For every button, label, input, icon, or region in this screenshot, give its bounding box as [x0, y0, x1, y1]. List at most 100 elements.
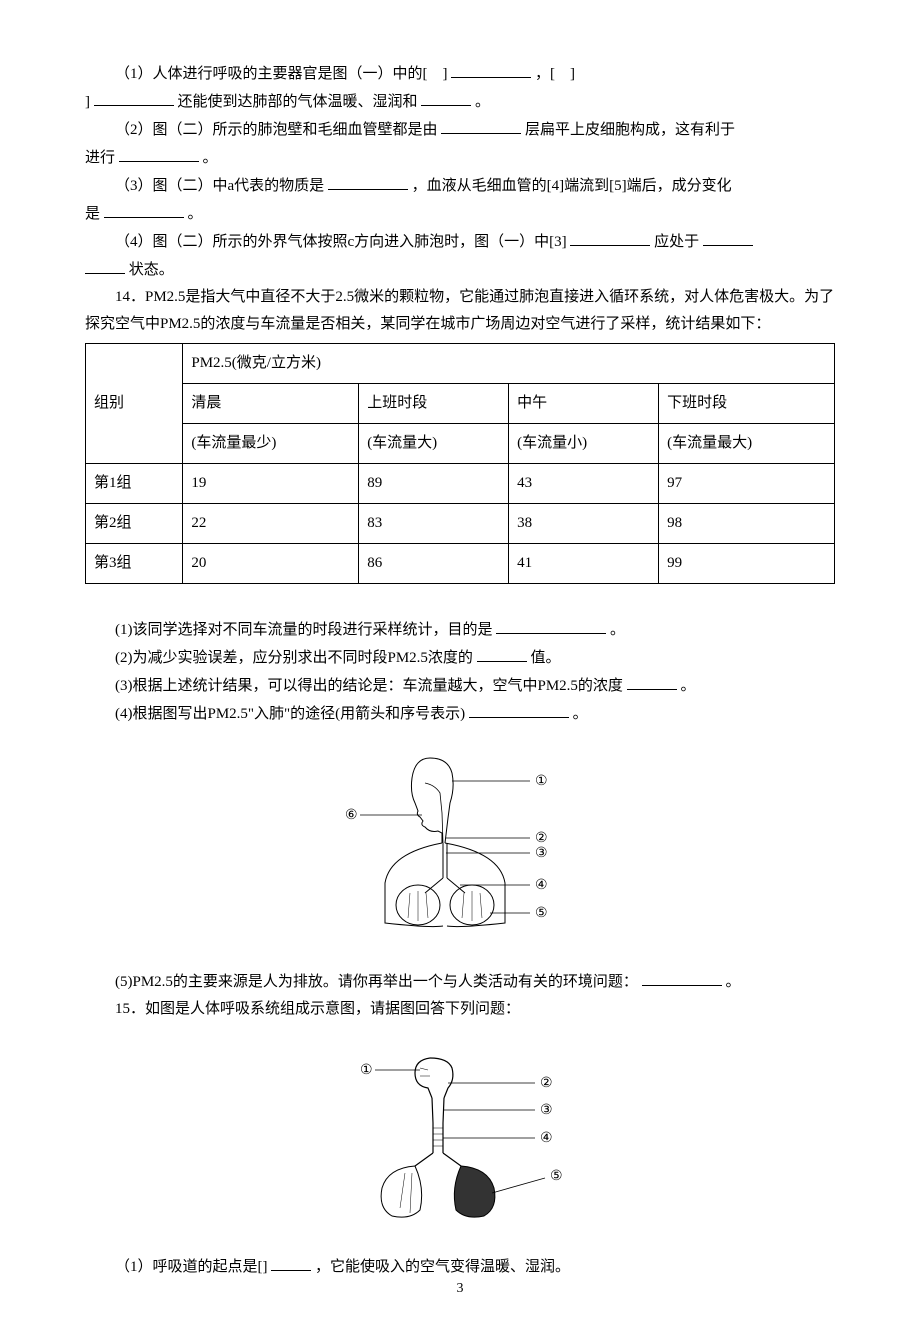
- blank: [496, 616, 606, 634]
- blank: [328, 172, 408, 190]
- cell: 19: [183, 464, 359, 504]
- text: (5)PM2.5的主要来源是人为排放。请你再举出一个与人类活动有关的环境问题：: [115, 974, 638, 990]
- label-4: ④: [540, 1131, 553, 1146]
- text: 。: [188, 206, 203, 222]
- cell: 97: [659, 464, 835, 504]
- q14-q1: (1)该同学选择对不同车流量的时段进行采样统计，目的是 。: [85, 616, 835, 644]
- blank: [451, 60, 531, 78]
- cell: (车流量小): [509, 424, 659, 464]
- q13-part4: （4）图（二）所示的外界气体按照c方向进入肺泡时，图（一）中[3] 应处于: [85, 228, 835, 256]
- cell: 98: [659, 504, 835, 544]
- text: ，血液从毛细血管的[4]端流到[5]端后，成分变化: [412, 178, 732, 194]
- q13-part3-cont: 是 。: [85, 200, 835, 228]
- cell: 下班时段: [659, 384, 835, 424]
- label-6: ⑥: [345, 808, 358, 823]
- text: (2)为减少实验误差，应分别求出不同时段PM2.5浓度的: [115, 650, 473, 666]
- q14-block: 14．PM2.5是指大气中直径不大于2.5微米的颗粒物，它能通过肺泡直接进入循环…: [85, 284, 835, 996]
- cell: 22: [183, 504, 359, 544]
- text: ，[ ]: [535, 66, 575, 82]
- label-5: ⑤: [535, 906, 548, 921]
- pm25-table: 组别 PM2.5(微克/立方米) 清晨 上班时段 中午 下班时段 (车流量最少)…: [85, 343, 835, 584]
- text: 状态。: [129, 262, 174, 278]
- text: 还能使到达肺部的气体温暖、湿润和: [178, 94, 418, 110]
- blank: [104, 200, 184, 218]
- table-row: 第2组 22 83 38 98: [86, 504, 835, 544]
- cell: 99: [659, 544, 835, 584]
- blank: [94, 88, 174, 106]
- q14-q4: (4)根据图写出PM2.5"入肺"的途径(用箭头和序号表示) 。: [85, 700, 835, 728]
- text: 进行: [85, 150, 115, 166]
- cell: 第3组: [86, 544, 183, 584]
- text: (3)根据上述统计结果，可以得出的结论是：车流量越大，空气中PM2.5的浓度: [115, 678, 623, 694]
- blank: [421, 88, 471, 106]
- cell: PM2.5(微克/立方米): [183, 344, 835, 384]
- q14-q2: (2)为减少实验误差，应分别求出不同时段PM2.5浓度的 值。: [85, 644, 835, 672]
- q14-intro: 14．PM2.5是指大气中直径不大于2.5微米的颗粒物，它能通过肺泡直接进入循环…: [85, 284, 835, 338]
- text: （3）图（二）中a代表的物质是: [115, 178, 324, 194]
- q13-part3: （3）图（二）中a代表的物质是 ，血液从毛细血管的[4]端流到[5]端后，成分变…: [85, 172, 835, 200]
- blank: [469, 700, 569, 718]
- cell: 清晨: [183, 384, 359, 424]
- table-row: 第3组 20 86 41 99: [86, 544, 835, 584]
- text: （1）人体进行呼吸的主要器官是图（一）中的[ ]: [115, 66, 448, 82]
- text: 层扁平上皮细胞构成，这有利于: [525, 122, 735, 138]
- label-3: ③: [535, 846, 548, 861]
- diagram-svg: ① ② ③ ④ ⑤: [320, 1038, 600, 1228]
- cell: 中午: [509, 384, 659, 424]
- table-row: 第1组 19 89 43 97: [86, 464, 835, 504]
- cell: (车流量最大): [659, 424, 835, 464]
- cell: (车流量最少): [183, 424, 359, 464]
- diagram-svg: ① ② ③ ④ ⑤ ⑥: [330, 743, 590, 943]
- q15-intro: 15．如图是人体呼吸系统组成示意图，请据图回答下列问题：: [85, 996, 835, 1023]
- label-3: ③: [540, 1103, 553, 1118]
- blank: [85, 256, 125, 274]
- page-number: 3: [457, 1276, 464, 1301]
- label-1: ①: [535, 774, 548, 789]
- blank: [441, 116, 521, 134]
- cell: 83: [359, 504, 509, 544]
- blank: [627, 672, 677, 690]
- label-5: ⑤: [550, 1169, 563, 1184]
- text: (4)根据图写出PM2.5"入肺"的途径(用箭头和序号表示): [115, 706, 465, 722]
- text: 。: [203, 150, 218, 166]
- label-1: ①: [360, 1063, 373, 1078]
- cell: 第2组: [86, 504, 183, 544]
- text: （1）呼吸道的起点是[]: [115, 1259, 268, 1275]
- label-2: ②: [535, 831, 548, 846]
- q13-part4-cont: 状态。: [85, 256, 835, 284]
- table-row: 组别 PM2.5(微克/立方米): [86, 344, 835, 384]
- text: （2）图（二）所示的肺泡壁和毛细血管壁都是由: [115, 122, 438, 138]
- q14-q5: (5)PM2.5的主要来源是人为排放。请你再举出一个与人类活动有关的环境问题： …: [85, 968, 835, 996]
- blank: [119, 144, 199, 162]
- text: 。: [610, 622, 625, 638]
- text: 。: [680, 678, 695, 694]
- table-row: 清晨 上班时段 中午 下班时段: [86, 384, 835, 424]
- text: 。: [573, 706, 588, 722]
- table-row: (车流量最少) (车流量大) (车流量小) (车流量最大): [86, 424, 835, 464]
- text: 应处于: [654, 234, 699, 250]
- blank: [703, 228, 753, 246]
- text: ]: [85, 94, 90, 110]
- blank: [271, 1253, 311, 1271]
- cell: 38: [509, 504, 659, 544]
- respiratory-diagram-2: ① ② ③ ④ ⑤: [85, 1038, 835, 1238]
- text: 。: [725, 974, 740, 990]
- text: ，它能使吸入的空气变得温暖、湿润。: [315, 1259, 570, 1275]
- label-2: ②: [540, 1076, 553, 1091]
- cell: 43: [509, 464, 659, 504]
- text: (1)该同学选择对不同车流量的时段进行采样统计，目的是: [115, 622, 493, 638]
- cell: 20: [183, 544, 359, 584]
- q14-q3: (3)根据上述统计结果，可以得出的结论是：车流量越大，空气中PM2.5的浓度 。: [85, 672, 835, 700]
- label-4: ④: [535, 878, 548, 893]
- q13-part2: （2）图（二）所示的肺泡壁和毛细血管壁都是由 层扁平上皮细胞构成，这有利于: [85, 116, 835, 144]
- cell: 86: [359, 544, 509, 584]
- blank: [642, 968, 722, 986]
- text: （4）图（二）所示的外界气体按照c方向进入肺泡时，图（一）中[3]: [115, 234, 567, 250]
- cell: 第1组: [86, 464, 183, 504]
- cell: 41: [509, 544, 659, 584]
- text: 是: [85, 206, 100, 222]
- q13-part1-cont: ] 还能使到达肺部的气体温暖、湿润和 。: [85, 88, 835, 116]
- cell: (车流量大): [359, 424, 509, 464]
- respiratory-diagram-1: ① ② ③ ④ ⑤ ⑥: [85, 743, 835, 953]
- blank: [477, 644, 527, 662]
